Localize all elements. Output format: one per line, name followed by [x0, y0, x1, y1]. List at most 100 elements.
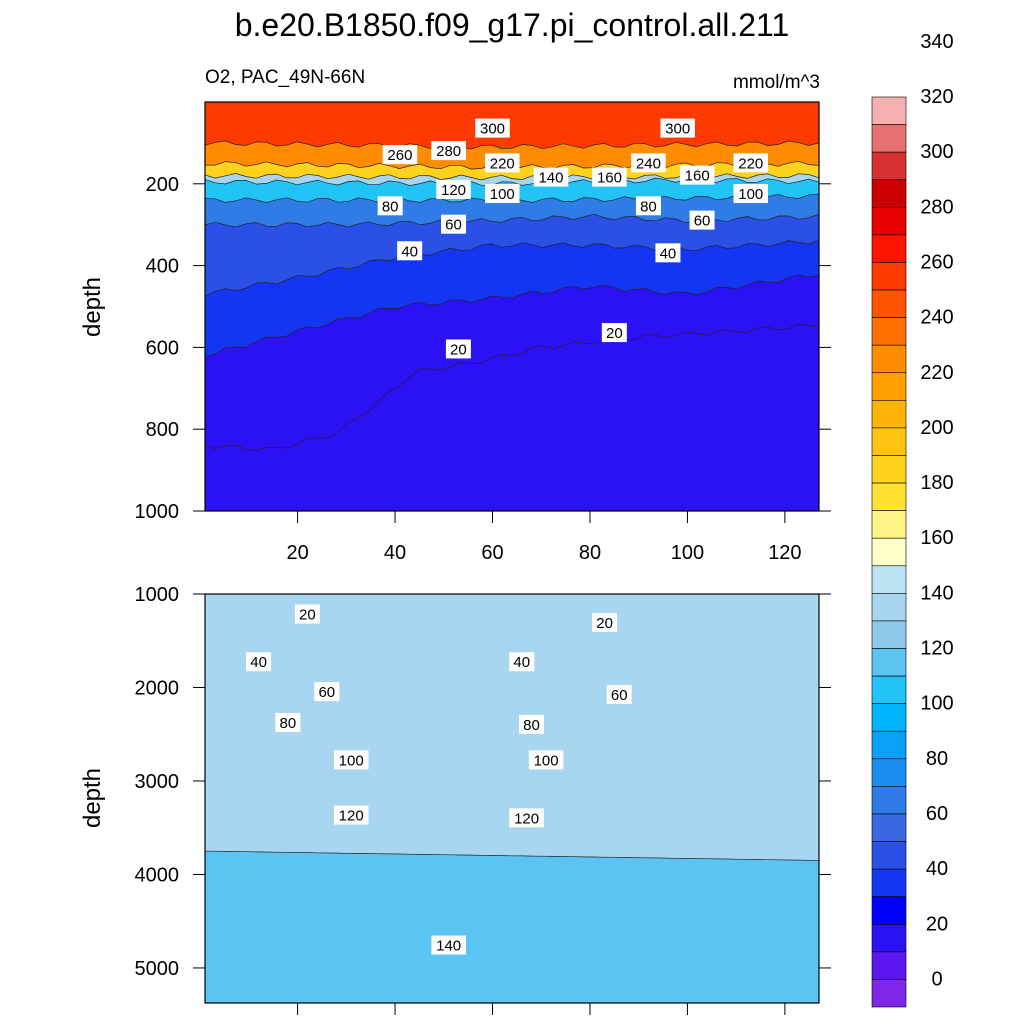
- contour-label: 300: [475, 118, 510, 138]
- colorbar-swatch: [871, 703, 907, 732]
- colorbar-swatch: [871, 758, 907, 787]
- colorbar-swatch: [871, 979, 907, 1008]
- colorbar-swatch: [871, 868, 907, 897]
- contour-label: 240: [631, 153, 666, 173]
- svg-text:280: 280: [436, 143, 461, 160]
- colorbar-swatch: [871, 593, 907, 622]
- colorbar-swatch: [871, 344, 907, 374]
- colorbar-label: 280: [920, 196, 953, 218]
- colorbar-label: 60: [926, 803, 948, 825]
- colorbar-swatch: [871, 675, 907, 704]
- colorbar-label: 220: [920, 362, 953, 384]
- colorbar-label: 40: [926, 858, 948, 880]
- contour-label: 40: [509, 652, 535, 672]
- bottom-y-axis-label: depth: [79, 768, 106, 828]
- contour-label: 220: [485, 153, 520, 173]
- colorbar-swatch: [871, 841, 907, 870]
- contour-label: 80: [275, 713, 301, 733]
- colorbar-swatch: [871, 537, 907, 567]
- svg-text:40: 40: [401, 243, 418, 260]
- y-tick-label: 600: [146, 337, 179, 359]
- y-tick-label: 400: [146, 256, 179, 278]
- contour-label: 80: [377, 196, 403, 216]
- svg-text:100: 100: [738, 186, 763, 203]
- bottom-panel: 1000 2000 3000 4000 5000 20 20 40 40 60 60 80 80 100 1…: [135, 584, 831, 1015]
- x-tick-label: 100: [671, 542, 704, 564]
- contour-label: 40: [397, 241, 423, 261]
- figure-title: b.e20.B1850.f09_g17.pi_control.all.211: [235, 7, 790, 43]
- colorbar-label: 200: [920, 417, 953, 439]
- svg-text:80: 80: [523, 717, 540, 734]
- contour-label: 20: [294, 604, 320, 624]
- svg-text:20: 20: [299, 607, 316, 624]
- y-tick-label: 3000: [135, 771, 180, 793]
- contour-label: 60: [441, 214, 467, 234]
- svg-text:220: 220: [490, 155, 515, 172]
- colorbar-swatch: [871, 317, 907, 346]
- colorbar-label: 340: [920, 31, 953, 53]
- contour-label: 140: [431, 935, 466, 955]
- svg-text:80: 80: [640, 198, 657, 215]
- contour-label: 160: [679, 165, 715, 185]
- colorbar-swatch: [871, 234, 907, 263]
- colorbar-label: 320: [920, 86, 953, 108]
- colorbar-swatch: [871, 620, 907, 649]
- svg-text:20: 20: [596, 615, 613, 632]
- colorbar: 0 20 40 60 80 100 120 140 160 180 200 220 240 260 280 3…: [871, 31, 954, 1008]
- y-tick-label: 4000: [135, 864, 180, 886]
- colorbar-swatch: [871, 427, 907, 456]
- top-variable-label: O2, PAC_49N-66N: [205, 67, 365, 88]
- svg-text:140: 140: [538, 170, 563, 187]
- svg-text:40: 40: [250, 654, 267, 671]
- colorbar-swatch: [871, 455, 907, 484]
- contour-label: 100: [333, 750, 369, 770]
- colorbar-label: 100: [920, 693, 953, 715]
- colorbar-swatch: [871, 207, 907, 236]
- top-units-label: mmol/m^3: [733, 72, 820, 93]
- svg-text:120: 120: [514, 810, 539, 827]
- colorbar-swatch: [871, 923, 907, 953]
- colorbar-label: 120: [920, 638, 953, 660]
- y-tick-label: 1000: [135, 584, 180, 606]
- contour-label: 60: [606, 684, 632, 704]
- colorbar-swatch: [871, 510, 907, 539]
- svg-text:60: 60: [611, 687, 628, 704]
- contour-label: 120: [333, 805, 369, 825]
- contour-label: 220: [733, 153, 769, 173]
- svg-text:60: 60: [445, 217, 462, 234]
- colorbar-swatch: [871, 400, 907, 429]
- svg-text:160: 160: [685, 168, 710, 185]
- svg-text:120: 120: [441, 182, 466, 199]
- svg-text:220: 220: [738, 155, 763, 172]
- colorbar-swatch: [871, 813, 907, 842]
- svg-text:20: 20: [606, 325, 623, 342]
- svg-text:60: 60: [318, 684, 335, 701]
- contour-fill-140-160: [204, 593, 820, 861]
- colorbar-swatch: [871, 786, 907, 815]
- contour-fill-260-300: [204, 101, 820, 150]
- svg-text:40: 40: [660, 245, 677, 262]
- svg-text:80: 80: [279, 715, 296, 732]
- svg-text:300: 300: [480, 121, 505, 138]
- colorbar-label: 20: [926, 913, 948, 935]
- svg-text:120: 120: [339, 808, 364, 825]
- svg-text:160: 160: [597, 170, 622, 187]
- colorbar-label: 240: [920, 307, 953, 329]
- contour-label: 280: [431, 141, 466, 161]
- contour-label: 60: [314, 682, 340, 702]
- colorbar-swatch: [871, 179, 907, 208]
- colorbar-swatch: [871, 262, 907, 291]
- contour-label: 40: [246, 652, 272, 672]
- y-tick-label: 200: [146, 174, 179, 196]
- x-tick-label: 60: [481, 542, 503, 564]
- contour-label: 300: [660, 118, 695, 138]
- colorbar-swatch: [871, 96, 907, 125]
- colorbar-swatch: [871, 372, 907, 401]
- colorbar-swatch: [871, 951, 907, 980]
- contour-label: 100: [528, 750, 564, 770]
- x-tick-label: 20: [286, 542, 308, 564]
- svg-text:300: 300: [665, 121, 690, 138]
- svg-text:240: 240: [636, 155, 661, 172]
- colorbar-label: 140: [920, 582, 953, 604]
- colorbar-swatch: [871, 896, 907, 925]
